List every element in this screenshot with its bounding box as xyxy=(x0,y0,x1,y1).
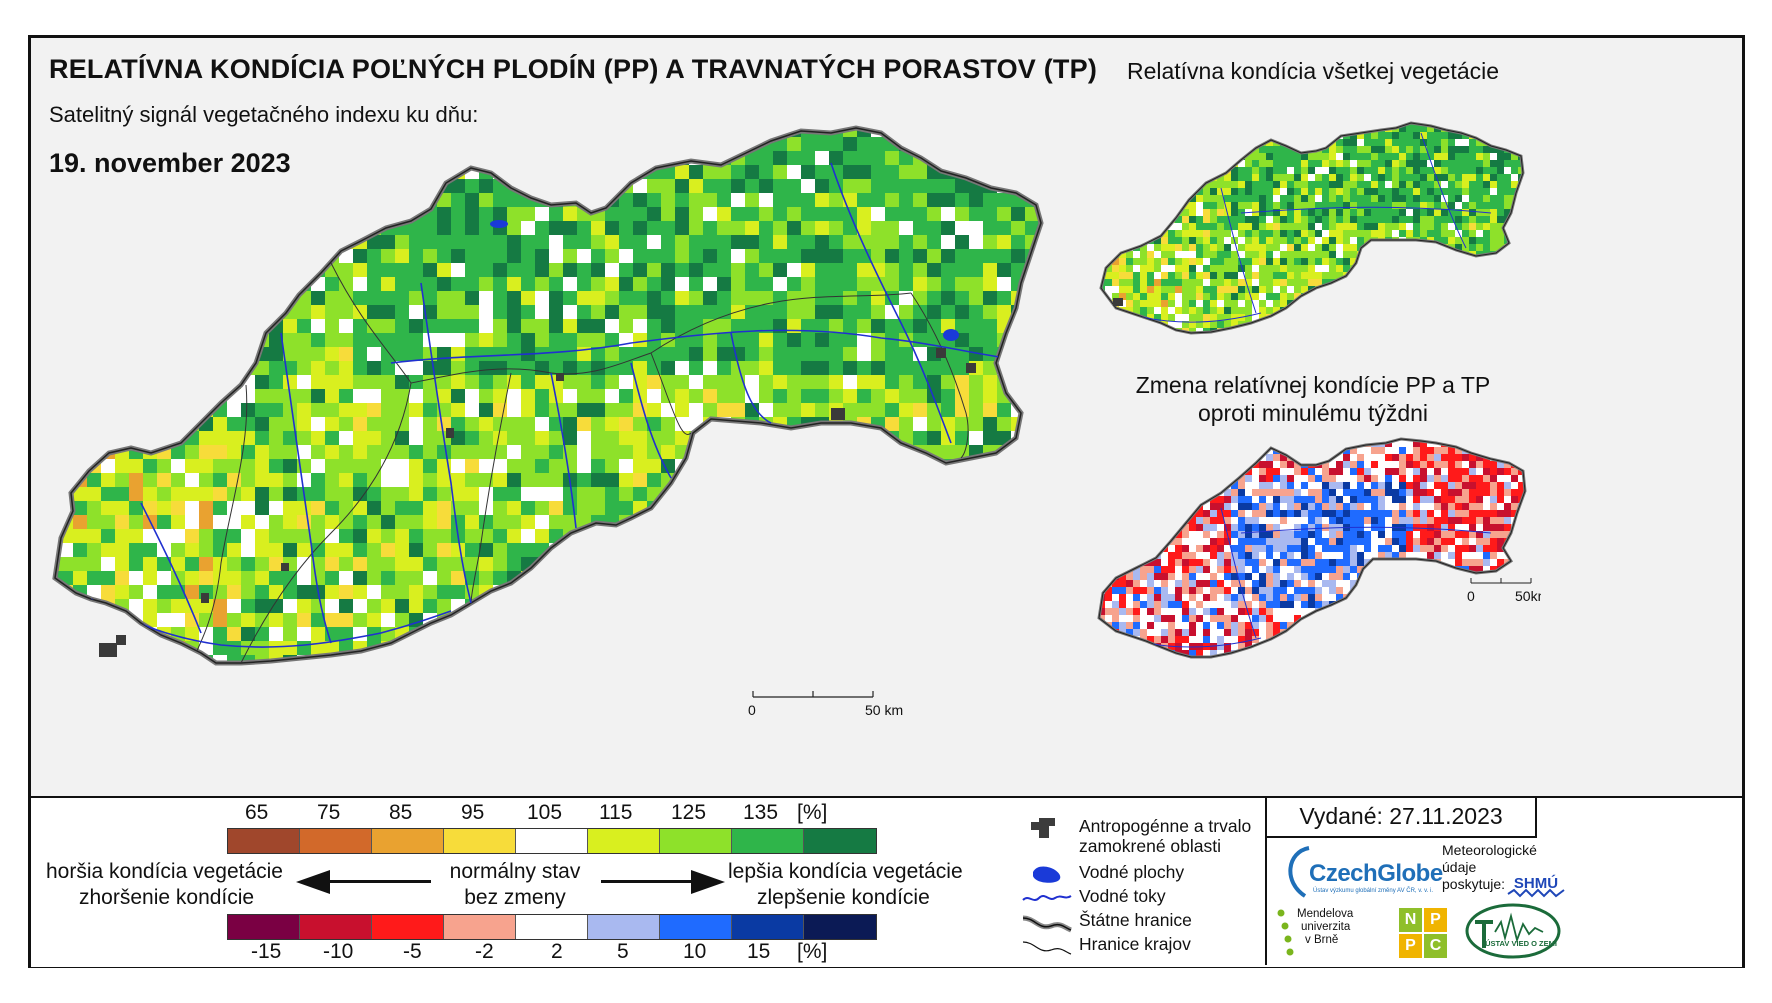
condition-color-swatch xyxy=(516,829,588,853)
condition-unit: [%] xyxy=(797,801,828,824)
condition-color-swatch xyxy=(588,829,660,853)
nppc-logo: N P P C xyxy=(1399,908,1447,958)
condition-color-swatch xyxy=(732,829,804,853)
state-border-icon xyxy=(1022,915,1072,933)
change-color-swatch xyxy=(588,915,660,939)
czechglobe-name: CzechGlobe xyxy=(1309,860,1443,887)
issuer-box: Vydané: 27.11.2023 CzechGlobe Ústav výzk… xyxy=(1265,798,1744,965)
better-arrow-icon xyxy=(691,870,725,894)
condition-tick: 65 xyxy=(245,801,269,824)
page-subtitle: Satelitný signál vegetačného indexu ku d… xyxy=(49,102,479,127)
condition-tick: 95 xyxy=(461,801,485,824)
region-border-icon xyxy=(1022,941,1072,955)
better-label-line2: zlepšenie kondície xyxy=(757,886,930,909)
meteo-provider-text: Meteorologické údaje poskytuje: xyxy=(1442,842,1537,892)
water-body-icon xyxy=(1033,866,1061,883)
condition-color-swatch xyxy=(660,829,732,853)
signal-date: 19. november 2023 xyxy=(49,148,291,178)
region-borders-label: Hranice krajov xyxy=(1079,934,1191,954)
change-unit: [%] xyxy=(797,940,828,963)
mendel-dots-icon xyxy=(1277,909,1294,956)
legend-water-streams: Vodné toky xyxy=(1021,886,1166,910)
change-color-swatch xyxy=(300,915,372,939)
anthropogenic-line2: zamokrené oblasti xyxy=(1079,836,1222,856)
legend-region-borders: Hranice krajov xyxy=(1021,934,1191,958)
change-tick: 10 xyxy=(683,940,707,963)
change-tick: -15 xyxy=(251,940,282,963)
page-title: RELATÍVNA KONDÍCIA POĽNÝCH PLODÍN (PP) A… xyxy=(49,54,1098,84)
legend-anthropogenic: Antropogénne a trvalo zamokrené oblasti xyxy=(1021,816,1251,856)
water-stream-icon xyxy=(1022,895,1072,901)
czechglobe-subtitle: Ústav výzkumu globální změny AV ČR, v. v… xyxy=(1313,888,1434,894)
change-color-bar xyxy=(227,914,877,940)
change-tick: 5 xyxy=(617,940,629,963)
normal-label-line1: normálny stav xyxy=(449,860,581,883)
change-color-swatch xyxy=(372,915,444,939)
normal-label-line2: bez zmeny xyxy=(464,886,566,909)
change-tick: 2 xyxy=(551,940,563,963)
condition-tick: 115 xyxy=(599,801,633,824)
state-borders-label: Štátne hranice xyxy=(1079,910,1192,930)
condition-tick: 135 xyxy=(743,801,779,824)
change-tick: 15 xyxy=(747,940,771,963)
czechglobe-logo: CzechGlobe Ústav výzkumu globální změny … xyxy=(1279,842,1443,902)
shmu-logo: SHMÚ xyxy=(1504,870,1568,902)
issued-date: Vydané: 27.11.2023 xyxy=(1267,798,1537,838)
change-color-swatch xyxy=(804,915,876,939)
change-tick: -5 xyxy=(403,940,422,963)
condition-color-swatch xyxy=(300,829,372,853)
condition-tick: 75 xyxy=(317,801,341,824)
worse-label-line1: horšia kondícia vegetácie xyxy=(46,860,283,883)
water-streams-label: Vodné toky xyxy=(1079,886,1166,906)
condition-color-swatch xyxy=(804,829,876,853)
worse-arrow-shaft xyxy=(327,880,431,883)
earth-science-institute-logo: ÚSTAV VIED O ZEMI xyxy=(1465,903,1561,959)
all-vegetation-title: Relatívna kondícia všetkej vegetácie xyxy=(1126,58,1500,84)
change-color-swatch xyxy=(732,915,804,939)
condition-color-swatch xyxy=(228,829,300,853)
czechglobe-arc-icon xyxy=(1288,846,1310,898)
condition-color-swatch xyxy=(444,829,516,853)
main-condition-map: 0 50 km xyxy=(31,123,1061,718)
map-frame: RELATÍVNA KONDÍCIA POĽNÝCH PLODÍN (PP) A… xyxy=(28,35,1745,968)
legend-state-borders: Štátne hranice xyxy=(1021,910,1192,934)
change-color-swatch xyxy=(444,915,516,939)
worse-label-line2: zhoršenie kondície xyxy=(79,886,255,909)
condition-tick: 105 xyxy=(527,801,563,824)
mendel-university-logo: Mendelova univerzita v Brně xyxy=(1277,908,1353,956)
condition-tick: 85 xyxy=(389,801,413,824)
change-tick: -10 xyxy=(323,940,354,963)
main-scale-start: 0 xyxy=(748,702,756,718)
legend-panel: 65 75 85 95 105 115 125 135 [%] horšia k… xyxy=(31,796,1742,967)
legend-water-bodies: Vodné plochy xyxy=(1021,862,1184,886)
all-vegetation-map xyxy=(1099,121,1525,335)
inset-scale-start: 0 xyxy=(1467,588,1475,604)
change-map-title-line2: oproti minulému týždni xyxy=(1197,400,1429,426)
change-color-swatch xyxy=(660,915,732,939)
change-color-swatch xyxy=(228,915,300,939)
condition-tick: 125 xyxy=(671,801,707,824)
change-tick: -2 xyxy=(475,940,494,963)
change-map-title-line1: Zmena relatívnej kondície PP a TP xyxy=(1135,372,1491,398)
worse-arrow-icon xyxy=(296,870,330,894)
main-scale-end: 50 km xyxy=(865,702,903,718)
condition-color-bar xyxy=(227,828,877,854)
change-color-swatch xyxy=(516,915,588,939)
anthropogenic-line1: Antropogénne a trvalo xyxy=(1079,816,1252,836)
water-bodies-label: Vodné plochy xyxy=(1079,862,1185,882)
condition-color-swatch xyxy=(372,829,444,853)
better-label-line1: lepšia kondícia vegetácie xyxy=(728,860,963,883)
better-arrow-shaft xyxy=(601,880,695,883)
anthropogenic-area-icon xyxy=(1031,818,1055,838)
